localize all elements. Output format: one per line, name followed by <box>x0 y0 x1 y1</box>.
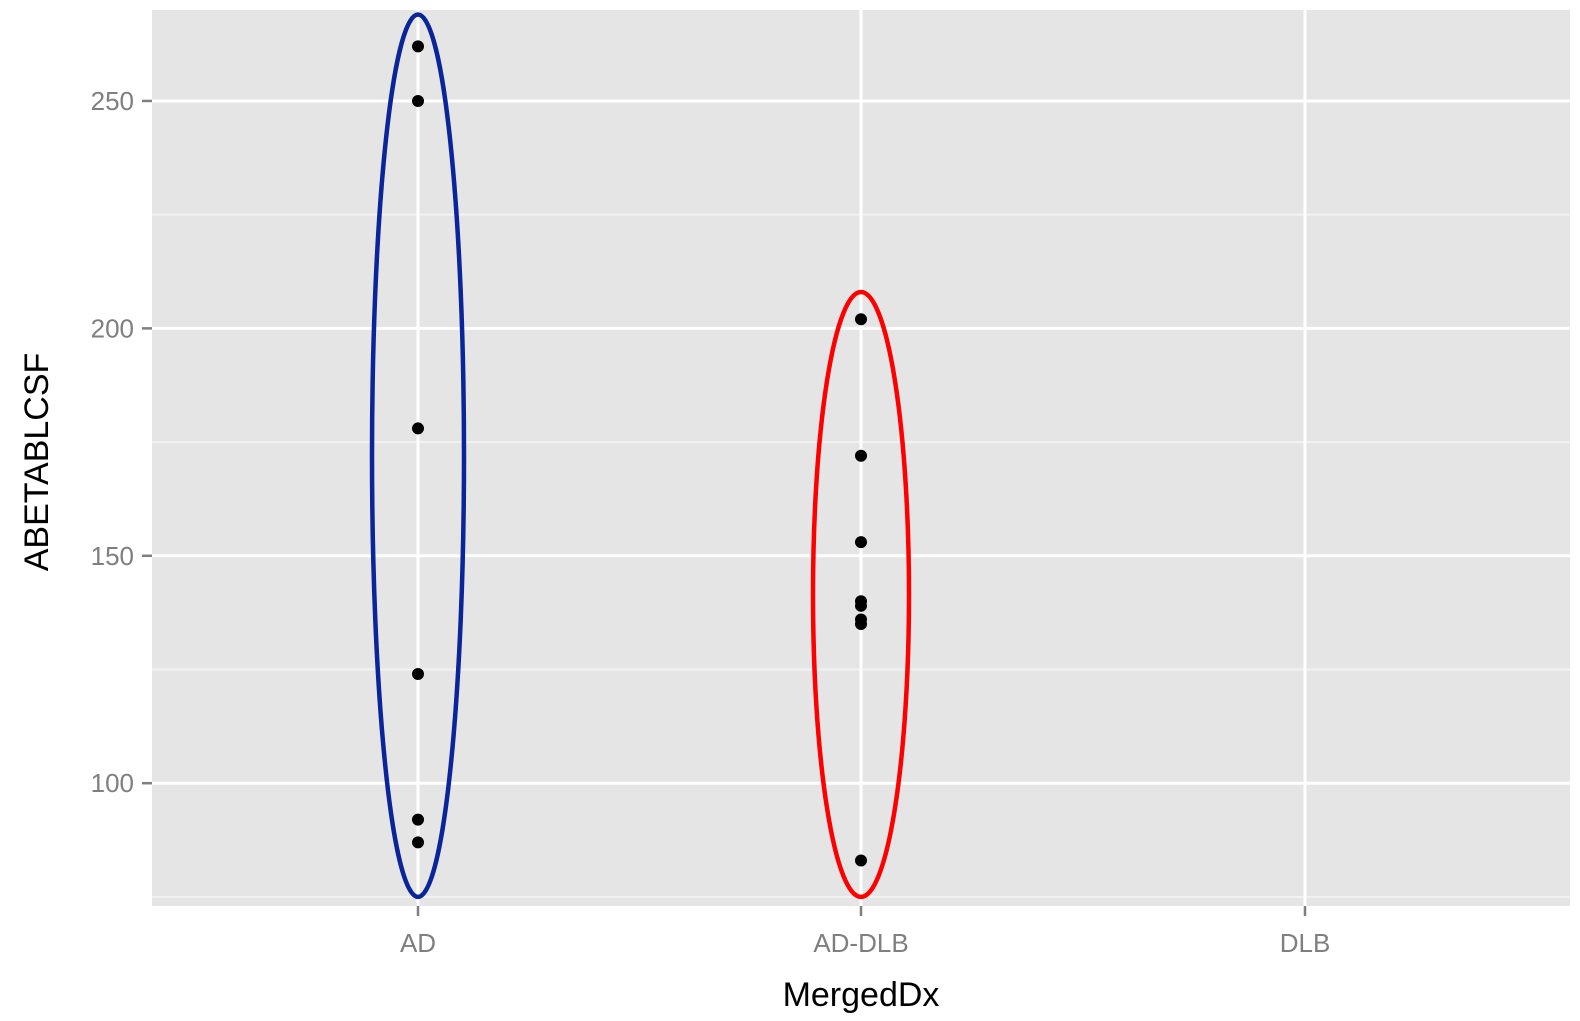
y-tick-label: 100 <box>91 768 134 798</box>
y-axis-title: ABETABLCSF <box>18 353 56 572</box>
data-points <box>412 40 867 867</box>
data-point <box>855 536 867 549</box>
data-point <box>412 836 424 849</box>
data-point <box>412 422 424 435</box>
x-axis-title: MergedDx <box>783 976 940 1014</box>
data-point <box>412 94 424 107</box>
y-axis: 100 150 200 250 <box>91 86 152 798</box>
x-axis: AD AD-DLB DLB <box>400 906 1330 958</box>
data-point <box>855 599 867 612</box>
annotation-ellipse <box>369 12 467 900</box>
y-tick-label: 250 <box>91 86 134 116</box>
data-point <box>412 40 424 53</box>
data-point <box>855 449 867 462</box>
data-point <box>855 618 867 631</box>
data-point <box>855 854 867 867</box>
ellipse-annotations <box>369 12 912 900</box>
x-tick-label: AD-DLB <box>813 928 908 958</box>
data-point <box>412 813 424 826</box>
x-tick-label: DLB <box>1280 928 1331 958</box>
x-tick-label: AD <box>400 928 436 958</box>
data-point <box>412 668 424 681</box>
y-tick-label: 150 <box>91 541 134 571</box>
y-tick-label: 200 <box>91 313 134 343</box>
annotation-ellipse <box>810 289 912 900</box>
data-point <box>855 313 867 326</box>
